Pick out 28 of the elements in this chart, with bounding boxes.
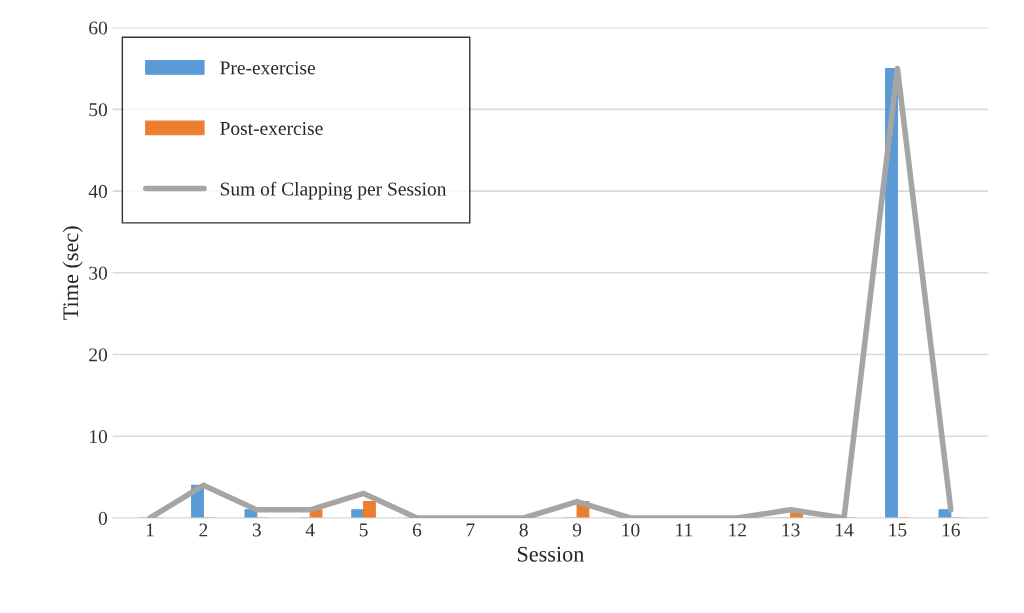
y-axis-title: Time (sec)	[62, 226, 83, 320]
y-tick-label: 50	[89, 103, 108, 117]
x-tick-label: 10	[622, 523, 640, 537]
x-tick-label: 4	[305, 523, 315, 537]
x-tick-label: 9	[572, 523, 582, 537]
y-tick-label: 40	[88, 184, 108, 198]
y-tick-label: 30	[89, 266, 108, 280]
x-tick-label: 15	[889, 523, 907, 537]
x-tick-label: 5	[359, 523, 368, 537]
x-axis-title: Session	[517, 546, 585, 562]
x-tick-label: 14	[836, 523, 854, 537]
x-tick-label: 12	[729, 523, 746, 537]
legend-label: Pre-exercise	[220, 61, 315, 75]
y-tick-label: 10	[90, 430, 108, 444]
y-tick-label: 60	[89, 21, 108, 35]
x-tick-label: 16	[942, 523, 960, 537]
x-tick-label: 3	[252, 523, 261, 537]
x-tick-label: 1	[146, 523, 154, 537]
y-tick-label: 20	[89, 348, 108, 362]
x-tick-label: 2	[199, 523, 208, 537]
x-tick-label: 6	[412, 523, 422, 537]
x-tick-label: 11	[676, 523, 693, 537]
x-tick-label: 7	[466, 523, 475, 537]
x-tick-label: 8	[519, 523, 528, 537]
legend-label: Sum of Clapping per Session	[220, 181, 447, 200]
legend-label: Post-exercise	[220, 121, 323, 135]
x-tick-label: 13	[782, 523, 800, 537]
y-tick-label: 0	[98, 511, 108, 525]
